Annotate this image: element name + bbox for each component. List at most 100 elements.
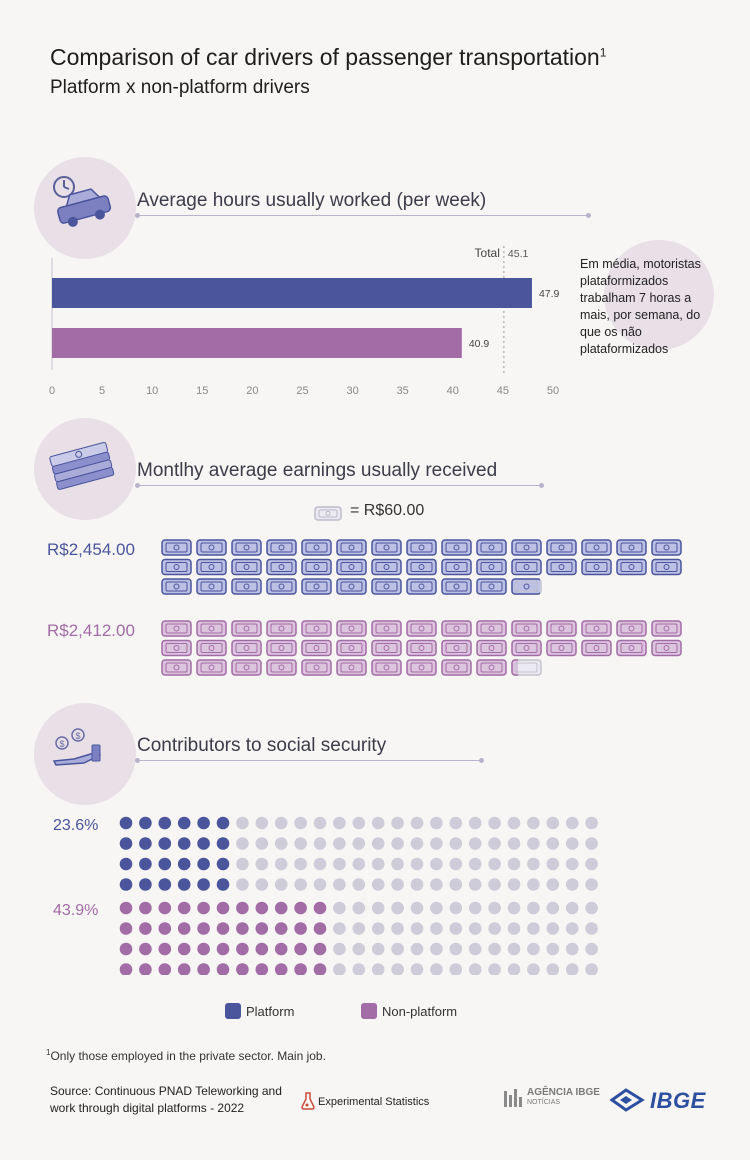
earnings-platform-value: R$2,454.00 [47,540,135,559]
total-value-label: 45.1 [508,248,529,260]
bill-platform [161,558,192,576]
dot-empty [449,942,463,956]
dot-empty [488,837,501,850]
agencia-logo-icon [504,1089,522,1107]
bill-body [266,620,297,637]
earnings-nonplatform-value: R$2,412.00 [47,621,135,640]
ibge-logo-icon [609,1088,645,1112]
bill-body [266,659,297,676]
bill-inner [550,623,573,634]
bill-body [546,558,577,576]
bill-coin [348,544,355,551]
dot-empty [371,963,385,975]
bill-inner [375,643,398,653]
bill-coin [628,645,635,651]
bill-platform [336,558,367,576]
bill-coin [558,564,565,570]
dot-empty [468,857,482,871]
dot-empty [391,963,404,975]
dot-empty [391,878,404,891]
bill-body [231,639,262,657]
dot-platform [119,837,133,850]
bill-platform [231,578,262,595]
bill-inner [515,542,538,553]
dot-empty [352,963,366,975]
dot-empty [546,942,560,956]
bill-body [476,558,507,576]
bill-coin [383,583,390,590]
bill-platform [441,539,472,556]
bill-inner [410,562,433,572]
bill-legend-icon [314,506,342,521]
bill-body [231,539,262,556]
dot-empty [430,878,443,891]
dot-empty [391,816,404,830]
bill-nonplatform [511,659,542,676]
x-tick-label: 15 [196,385,208,397]
dot-platform [158,816,172,830]
bill-nonplatform [371,639,402,657]
dot-empty [255,816,269,830]
section-social-rule [135,758,484,763]
bill-body [161,539,192,556]
bill-body [581,620,612,637]
x-tick-label: 0 [49,385,55,397]
bill-inner [655,542,678,553]
dot-nonplatform [313,963,327,975]
dot-nonplatform [158,901,172,915]
bill-coin [173,583,180,590]
dot-empty [507,857,521,871]
bill-nonplatform [616,620,647,637]
bill-body [581,639,612,657]
bill-inner [620,623,643,634]
bill-nonplatform [336,639,367,657]
dot-empty [507,922,521,935]
dot-empty [313,816,327,830]
dot-empty [255,857,269,871]
bill-inner [305,562,328,572]
dot-empty [430,942,443,956]
bill-inner [235,542,258,553]
dot-empty [410,857,424,871]
dot-nonplatform [158,922,172,935]
dot-empty [371,837,385,850]
hand-coins-icon: $ $ [52,728,102,766]
bill-platform [301,558,332,576]
bill-platform [196,558,227,576]
dot-empty [294,857,307,871]
bill-coin [348,583,355,590]
bill-nonplatform [581,639,612,657]
bill-body [406,620,437,637]
bill-nonplatform [476,659,507,676]
dot-nonplatform [197,922,210,935]
bill-coin [663,544,670,551]
dot-empty [468,942,482,956]
dot-empty [585,878,598,891]
svg-text:$: $ [75,731,80,741]
bill-nonplatform [266,659,297,676]
dot-platform [158,857,172,871]
bill-body [371,639,402,657]
dot-empty [410,901,424,915]
dot-empty [430,837,443,850]
bill-nonplatform [651,639,682,657]
bill-platform [196,539,227,556]
bill-nonplatform [231,639,262,657]
dot-empty [274,816,288,830]
dot-empty [565,857,579,871]
dot-empty [565,942,579,956]
bill-body [651,639,682,657]
bill-body [406,539,437,556]
bill-inner [165,562,188,572]
bill-unit-label: = R$60.00 [350,502,425,519]
bill-inner [585,623,608,634]
bill-inner [305,643,328,653]
dot-empty [585,942,598,956]
dot-empty [313,878,327,891]
dot-empty [391,922,404,935]
bill-body [511,539,542,556]
dot-nonplatform [158,942,172,956]
money-stack-icon [49,441,115,490]
bill-body [266,578,297,595]
bill-platform [371,578,402,595]
